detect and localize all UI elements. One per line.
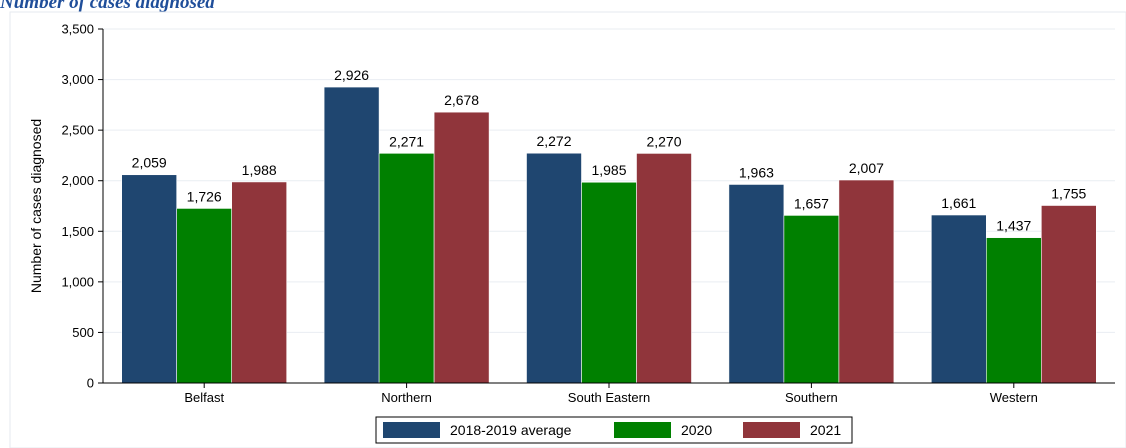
data-label: 2,272 <box>536 133 571 149</box>
legend-label: 2021 <box>810 422 841 438</box>
data-label: 2,926 <box>334 67 369 83</box>
page-title: Number of cases diagnosed <box>0 0 215 13</box>
bar <box>231 181 287 384</box>
data-label: 1,437 <box>996 218 1031 234</box>
data-label: 1,985 <box>591 162 626 178</box>
bar <box>581 181 637 384</box>
bar <box>930 214 987 384</box>
legend-label: 2018-2019 average <box>450 422 572 438</box>
legend-label: 2020 <box>681 422 712 438</box>
bar <box>838 179 895 384</box>
x-tick-label: Belfast <box>184 390 224 405</box>
data-label: 2,059 <box>132 155 167 171</box>
legend: 2018-2019 average 2020 2021 <box>375 416 853 444</box>
x-tick-label: South Eastern <box>568 390 650 405</box>
data-label: 2,271 <box>389 133 424 149</box>
bar <box>636 153 692 384</box>
bar <box>433 111 490 384</box>
y-tick-label: 0 <box>87 376 94 391</box>
bar <box>985 237 1042 384</box>
bar <box>1041 205 1097 384</box>
bar <box>728 184 785 384</box>
bar <box>526 152 582 384</box>
bar <box>323 86 380 384</box>
x-tick-label: Northern <box>381 390 432 405</box>
bar <box>783 215 840 384</box>
data-label: 2,678 <box>444 92 479 108</box>
data-label: 1,661 <box>941 195 976 211</box>
y-tick-label: 1,000 <box>61 274 94 289</box>
x-tick-label: Western <box>990 390 1038 405</box>
data-label: 1,755 <box>1051 185 1086 201</box>
data-label: 2,270 <box>646 133 681 149</box>
legend-swatch <box>614 422 671 438</box>
y-tick-label: 2,500 <box>61 123 94 138</box>
bar <box>176 208 232 384</box>
y-axis-title: Number of cases diagnosed <box>28 119 44 293</box>
legend-swatch <box>383 422 440 438</box>
data-label: 1,963 <box>739 164 774 180</box>
y-tick-label: 500 <box>72 325 94 340</box>
y-tick-label: 3,500 <box>61 22 94 37</box>
bar <box>121 174 177 384</box>
data-label: 1,988 <box>242 162 277 178</box>
y-tick-label: 1,500 <box>61 224 94 239</box>
y-tick-label: 3,000 <box>61 72 94 87</box>
x-tick-label: Southern <box>785 390 838 405</box>
legend-swatch <box>743 422 800 438</box>
data-label: 1,726 <box>187 188 222 204</box>
y-tick-label: 2,000 <box>61 173 94 188</box>
data-label: 2,007 <box>849 160 884 176</box>
bar <box>378 153 435 384</box>
data-label: 1,657 <box>794 195 829 211</box>
